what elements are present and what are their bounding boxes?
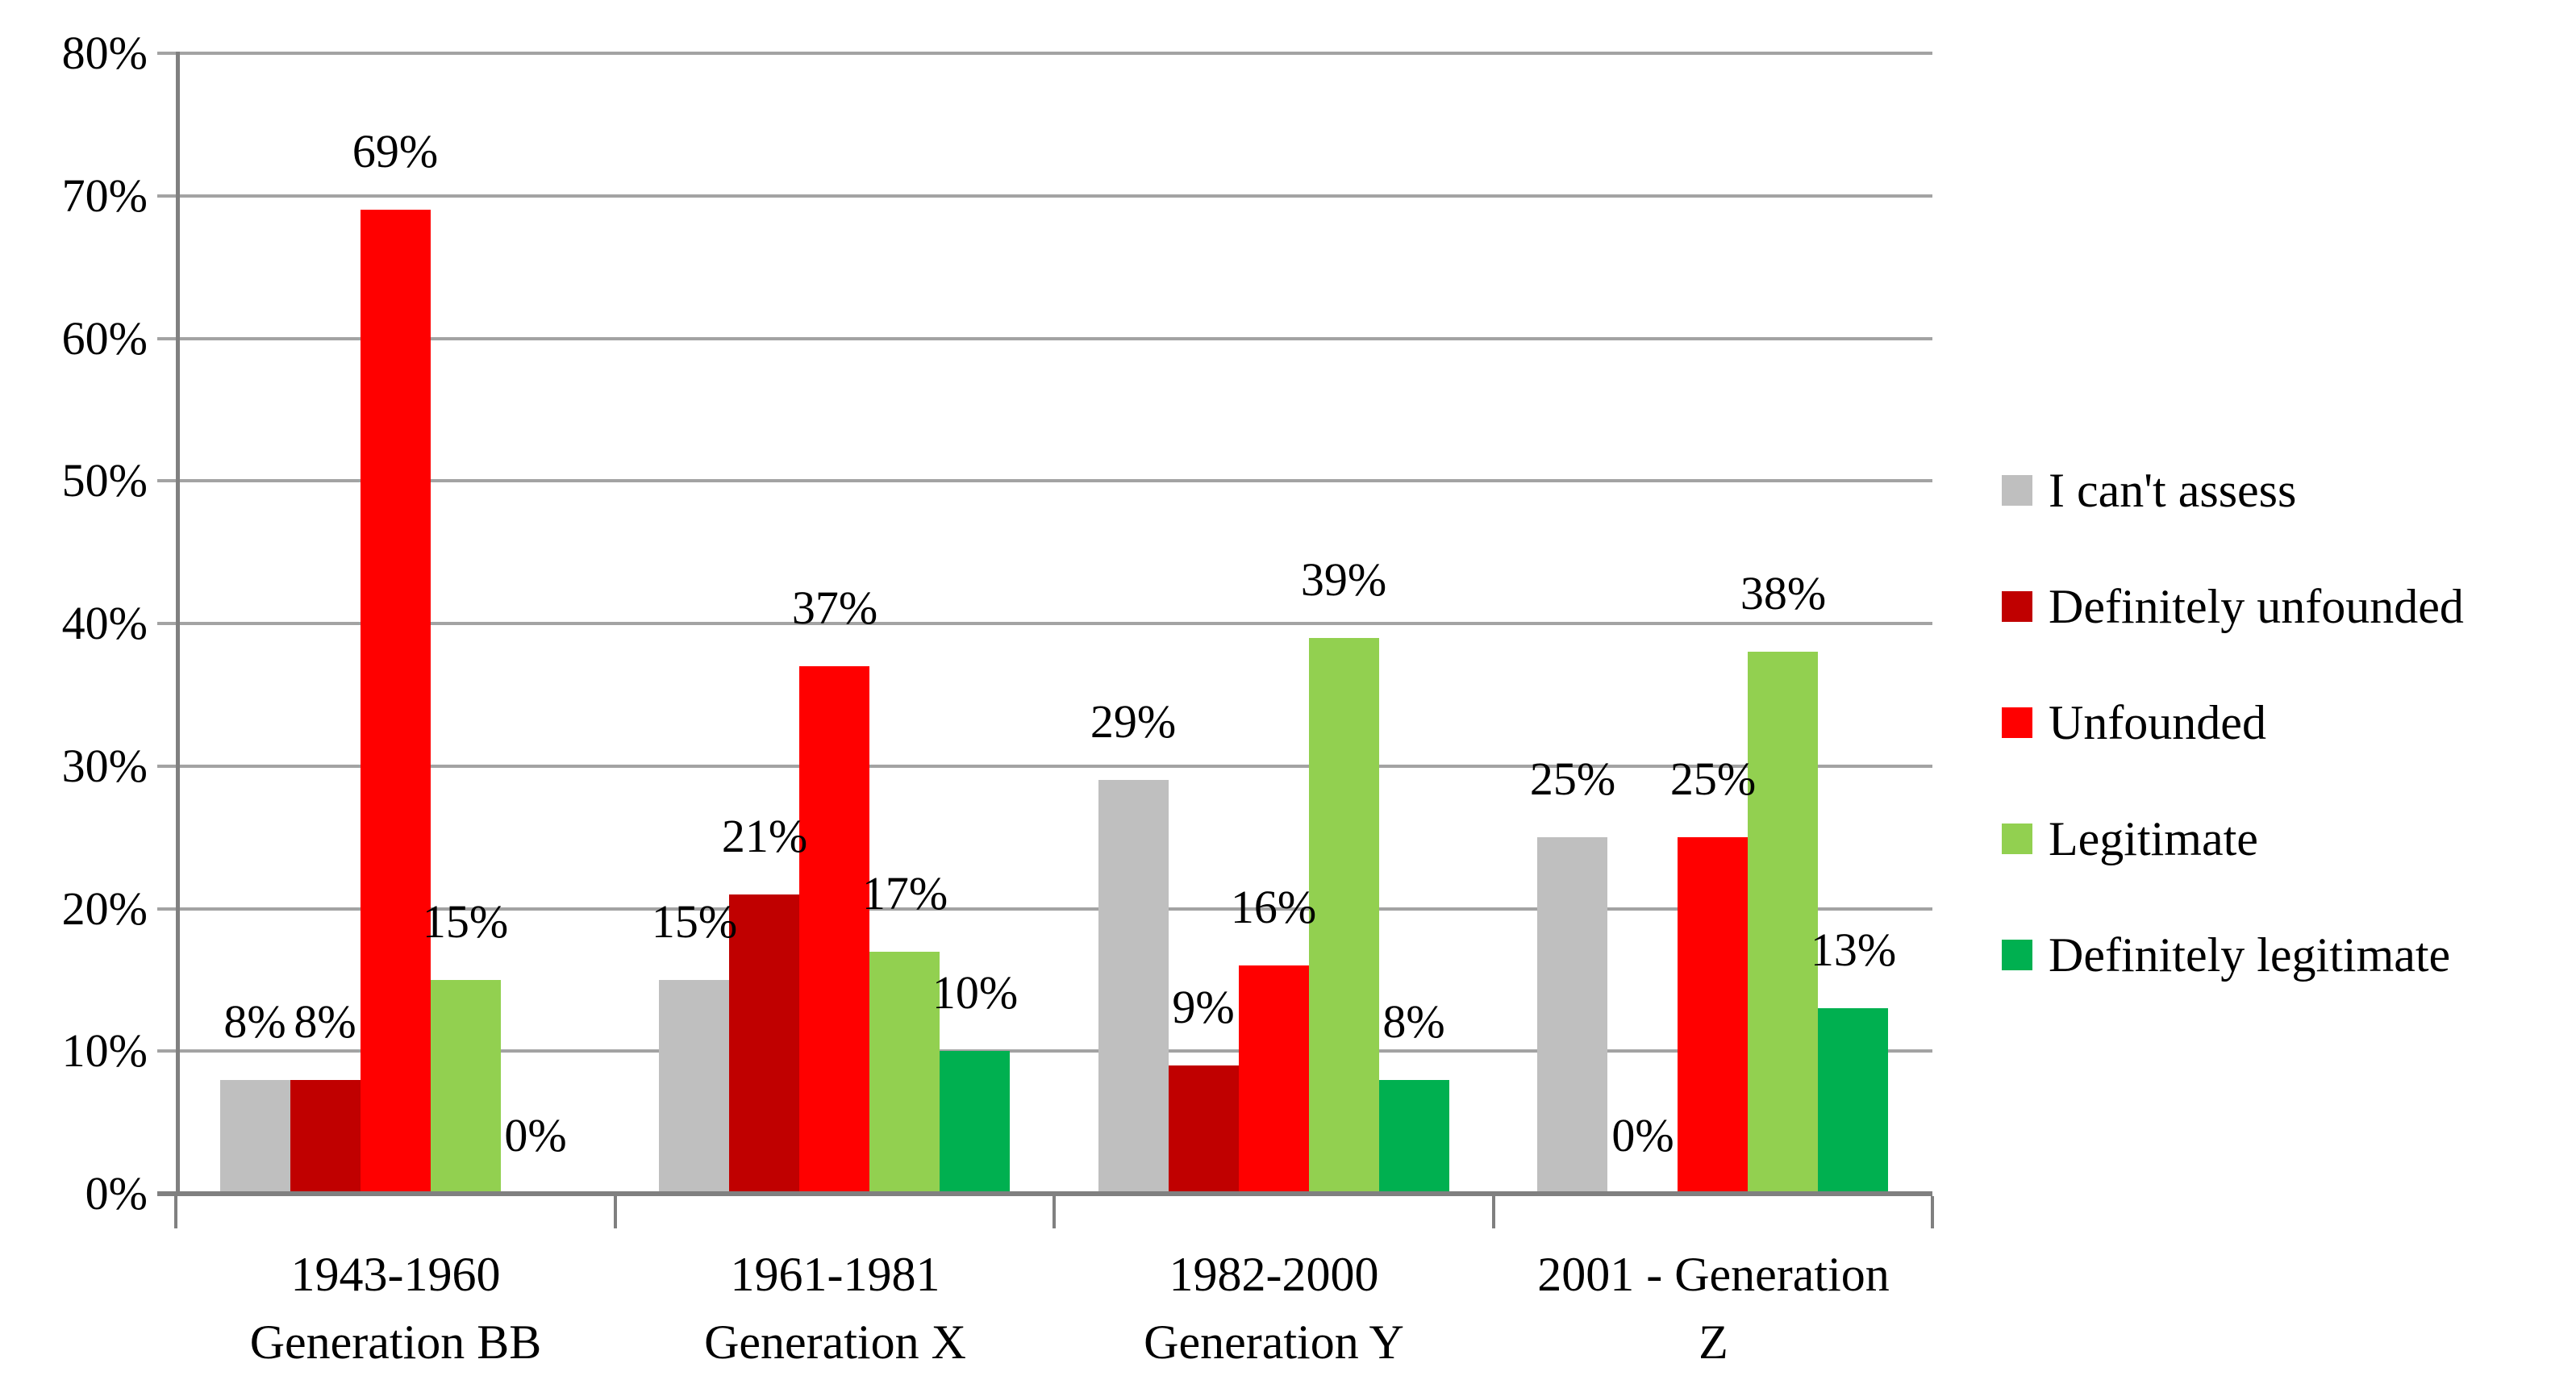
x-axis-tick xyxy=(174,1196,177,1228)
legend-item-unfounded: Unfounded xyxy=(2002,690,2568,755)
y-tick-label-60%: 60% xyxy=(61,312,148,365)
legend-label: Legitimate xyxy=(2049,812,2258,865)
y-tick-label-20%: 20% xyxy=(61,882,148,935)
data-label: 25% xyxy=(1529,753,1616,805)
legend-item-i-can-t-assess: I can't assess xyxy=(2002,458,2568,523)
legend-swatch-icon xyxy=(2002,707,2032,738)
y-tick-label-10%: 10% xyxy=(61,1024,148,1077)
category-label-line1: 1982-2000 xyxy=(1169,1248,1379,1301)
category-label-4: 2001 - Generation Z xyxy=(1494,1240,1933,1376)
data-label: 69% xyxy=(352,125,439,177)
legend-label: Unfounded xyxy=(2049,696,2266,749)
category-label-line2: Generation Y xyxy=(1144,1316,1404,1369)
bar-definitely-unfounded-cat3 xyxy=(1169,1065,1239,1194)
data-label: 15% xyxy=(422,895,509,948)
legend-item-definitely-unfounded: Definitely unfounded xyxy=(2002,574,2568,639)
y-tick-label-80%: 80% xyxy=(61,27,148,79)
legend-swatch-icon xyxy=(2002,591,2032,622)
legend-label: Definitely unfounded xyxy=(2049,580,2464,633)
bar-definitely-unfounded-cat2 xyxy=(729,894,799,1194)
bar-unfounded-cat2 xyxy=(799,666,869,1194)
bar-i-can-t-assess-cat1 xyxy=(220,1080,290,1194)
category-label-line1: 2001 - Generation xyxy=(1537,1248,1890,1301)
bar-unfounded-cat4 xyxy=(1678,837,1748,1194)
y-tick-label-30%: 30% xyxy=(61,740,148,792)
data-label: 17% xyxy=(861,867,948,919)
bar-unfounded-cat1 xyxy=(361,210,431,1194)
gridline-70 xyxy=(157,194,1932,198)
category-label-line2: Generation BB xyxy=(249,1316,542,1369)
y-tick-label-40%: 40% xyxy=(61,597,148,649)
data-label: 38% xyxy=(1740,567,1827,619)
data-label: 13% xyxy=(1810,924,1897,976)
gridline-50 xyxy=(157,479,1932,482)
bar-legitimate-cat1 xyxy=(431,980,501,1194)
gridline-10 xyxy=(157,1049,1932,1053)
data-label: 21% xyxy=(721,810,808,862)
y-axis-line xyxy=(176,52,180,1195)
bar-i-can-t-assess-cat4 xyxy=(1537,837,1607,1194)
data-label: 25% xyxy=(1669,753,1757,805)
x-axis-line xyxy=(157,1191,1932,1196)
data-label: 8% xyxy=(1382,995,1445,1048)
y-tick-label-50%: 50% xyxy=(61,454,148,507)
bar-legitimate-cat4 xyxy=(1748,652,1818,1194)
category-label-line1: 1961-1981 xyxy=(730,1248,940,1301)
legend-swatch-icon xyxy=(2002,475,2032,506)
y-tick-label-0%: 0% xyxy=(85,1167,148,1220)
legend-label: I can't assess xyxy=(2049,464,2297,517)
x-axis-tick xyxy=(1492,1196,1495,1228)
gridline-40 xyxy=(157,622,1932,625)
data-label: 0% xyxy=(1611,1109,1674,1161)
gridline-20 xyxy=(157,907,1932,911)
category-label-1: 1943-1960 Generation BB xyxy=(176,1240,615,1376)
bar-definitely-unfounded-cat1 xyxy=(290,1080,361,1194)
data-label: 37% xyxy=(791,582,878,634)
category-label-line2: Generation X xyxy=(704,1316,966,1369)
legend-swatch-icon xyxy=(2002,824,2032,854)
bar-i-can-t-assess-cat3 xyxy=(1098,780,1169,1194)
category-label-3: 1982-2000 Generation Y xyxy=(1054,1240,1494,1376)
gridline-60 xyxy=(157,337,1932,340)
data-label: 8% xyxy=(294,995,356,1048)
data-label: 39% xyxy=(1300,553,1387,606)
bar-definitely-legitimate-cat3 xyxy=(1379,1080,1449,1194)
x-axis-tick xyxy=(1052,1196,1056,1228)
data-label: 10% xyxy=(932,966,1019,1019)
bar-legitimate-cat3 xyxy=(1309,638,1379,1194)
data-label: 8% xyxy=(223,995,286,1048)
category-label-2: 1961-1981 Generation X xyxy=(615,1240,1055,1376)
y-tick-label-70%: 70% xyxy=(61,169,148,222)
legend-item-legitimate: Legitimate xyxy=(2002,807,2568,871)
data-label: 16% xyxy=(1230,881,1317,933)
x-axis-tick xyxy=(1931,1196,1934,1228)
gridline-30 xyxy=(157,765,1932,768)
bar-legitimate-cat2 xyxy=(869,952,940,1194)
legend-label: Definitely legitimate xyxy=(2049,928,2451,982)
category-label-line2: Z xyxy=(1699,1316,1728,1369)
data-label: 9% xyxy=(1172,981,1235,1033)
legend-swatch-icon xyxy=(2002,940,2032,970)
data-label: 15% xyxy=(651,895,738,948)
category-label-line1: 1943-1960 xyxy=(290,1248,501,1301)
bar-definitely-legitimate-cat2 xyxy=(940,1051,1010,1194)
gridline-80 xyxy=(157,52,1932,55)
bar-i-can-t-assess-cat2 xyxy=(659,980,729,1194)
x-axis-tick xyxy=(614,1196,617,1228)
bar-definitely-legitimate-cat4 xyxy=(1818,1008,1888,1194)
bar-unfounded-cat3 xyxy=(1239,965,1309,1194)
data-label: 29% xyxy=(1090,695,1177,748)
legend-item-definitely-legitimate: Definitely legitimate xyxy=(2002,923,2568,987)
data-label: 0% xyxy=(504,1109,567,1161)
